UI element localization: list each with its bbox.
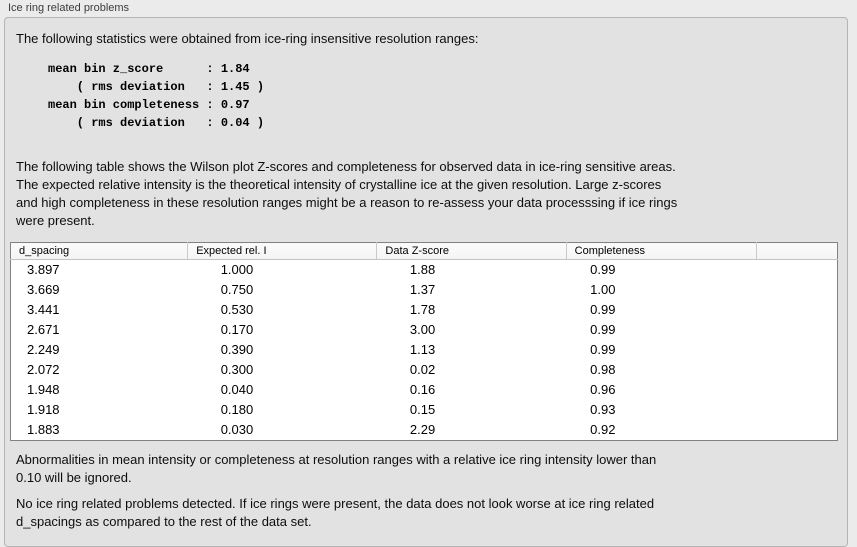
intro-text: The following statistics were obtained f… [16, 31, 479, 46]
table-cell-filler [756, 260, 837, 281]
table-cell: 0.98 [590, 362, 616, 377]
text-line: and high completeness in these resolutio… [16, 195, 678, 210]
table-cell: 0.530 [220, 302, 254, 317]
table-cell: 2.29 [409, 422, 436, 437]
statistics-block: mean bin z_score : 1.84 ( rms deviation … [48, 60, 847, 132]
table-cell: 0.750 [220, 282, 254, 297]
table-cell: 1.883 [27, 422, 60, 437]
text-line: Abnormalities in mean intensity or compl… [16, 452, 657, 467]
table-cell: 0.99 [590, 342, 616, 357]
table-cell: 1.00 [590, 282, 616, 297]
table-body: 3.897 1.000 1.88 0.99 3.669 0.750 1.37 1.00 3.44… [11, 260, 838, 441]
table-cell-filler [756, 320, 837, 340]
group-box-title: Ice ring related problems [8, 2, 130, 14]
table-row[interactable]: 1.918 0.180 0.15 0.93 [11, 400, 838, 420]
table-description: The following table shows the Wilson plo… [16, 158, 847, 230]
table-row[interactable]: 3.669 0.750 1.37 1.00 [11, 280, 838, 300]
table-header-row: d_spacing Expected rel. I Data Z-score C… [10, 242, 838, 260]
column-header-filler [756, 242, 838, 260]
table-cell: 2.072 [27, 362, 60, 377]
table-cell: 0.02 [409, 362, 436, 377]
table-cell-filler [756, 400, 837, 420]
text-line: mean bin completeness : 0.97 [48, 98, 250, 112]
table-row[interactable]: 1.948 0.040 0.16 0.96 [11, 380, 838, 400]
table-cell-filler [756, 340, 837, 360]
table-cell: 1.000 [220, 262, 254, 277]
table-row[interactable]: 2.072 0.300 0.02 0.98 [11, 360, 838, 380]
text-line: The following table shows the Wilson plo… [16, 159, 676, 174]
table-cell: 1.13 [409, 342, 436, 357]
table-cell: 0.030 [220, 422, 254, 437]
table-cell: 0.040 [220, 382, 254, 397]
text-line: ( rms deviation : 0.04 ) [48, 116, 265, 130]
window-background: { "panel": { "title": "Ice ring related … [4, 2, 848, 547]
table-cell: 0.170 [220, 322, 254, 337]
table-cell: 1.37 [409, 282, 436, 297]
table-cell: 2.671 [27, 322, 60, 337]
table-cell-filler [756, 420, 837, 441]
text-line: 0.10 will be ignored. [16, 470, 132, 485]
table-cell: 0.92 [590, 422, 616, 437]
table-cell-filler [756, 380, 837, 400]
text-line: ( rms deviation : 1.45 ) [48, 80, 265, 94]
table-cell: 1.948 [27, 382, 60, 397]
table-cell: 3.897 [27, 262, 60, 277]
table-cell: 0.180 [220, 402, 254, 417]
table-cell: 0.99 [590, 322, 616, 337]
table-cell: 0.16 [409, 382, 436, 397]
table-cell: 3.441 [27, 302, 60, 317]
table-cell: 0.15 [409, 402, 436, 417]
table-cell: 2.249 [27, 342, 60, 357]
column-header-d-spacing[interactable]: d_spacing [10, 242, 189, 260]
table-cell: 0.96 [590, 382, 616, 397]
table-cell: 3.669 [27, 282, 60, 297]
column-header-expected-rel-i[interactable]: Expected rel. I [187, 242, 378, 260]
table-cell-filler [756, 300, 837, 320]
table-row[interactable]: 3.897 1.000 1.88 0.99 [11, 260, 838, 281]
ignore-note: Abnormalities in mean intensity or compl… [16, 451, 847, 487]
table-cell-filler [756, 280, 837, 300]
ice-ring-table[interactable]: d_spacing Expected rel. I Data Z-score C… [10, 242, 838, 441]
table-cell: 0.99 [590, 262, 616, 277]
text-line: No ice ring related problems detected. I… [16, 496, 655, 511]
table-row[interactable]: 3.441 0.530 1.78 0.99 [11, 300, 838, 320]
table-cell: 0.93 [590, 402, 616, 417]
table-cell: 0.99 [590, 302, 616, 317]
text-line: were present. [16, 213, 95, 228]
table-cell: 1.918 [27, 402, 60, 417]
text-line: mean bin z_score : 1.84 [48, 62, 250, 76]
table-cell: 1.88 [409, 262, 436, 277]
table-cell-filler [756, 360, 837, 380]
column-header-completeness[interactable]: Completeness [566, 242, 757, 260]
table-cell: 0.300 [220, 362, 254, 377]
table-row[interactable]: 1.883 0.030 2.29 0.92 [11, 420, 838, 441]
table-cell: 3.00 [409, 322, 436, 337]
table-row[interactable]: 2.249 0.390 1.13 0.99 [11, 340, 838, 360]
column-header-data-z-score[interactable]: Data Z-score [376, 242, 567, 260]
text-line: The expected relative intensity is the t… [16, 177, 662, 192]
text-line: d_spacings as compared to the rest of th… [16, 514, 312, 529]
table-cell: 0.390 [220, 342, 254, 357]
table-cell: 1.78 [409, 302, 436, 317]
table-row[interactable]: 2.671 0.170 3.00 0.99 [11, 320, 838, 340]
conclusion-note: No ice ring related problems detected. I… [16, 495, 847, 531]
ice-ring-panel: The following statistics were obtained f… [4, 17, 848, 547]
